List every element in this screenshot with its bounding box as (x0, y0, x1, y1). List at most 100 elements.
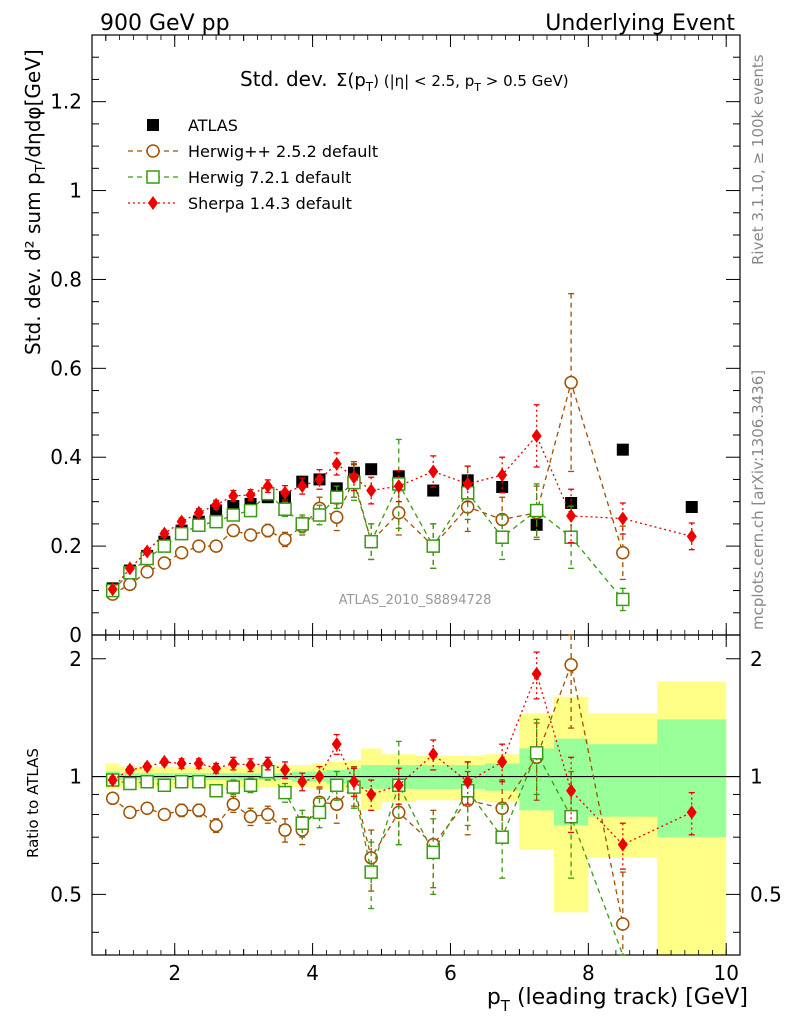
ratio-y-tick-label-right: 2 (750, 647, 763, 671)
sherpa-point (159, 754, 170, 769)
sherpa-point (686, 529, 697, 544)
herwigpp-point (564, 375, 578, 390)
sherpa-point (297, 774, 308, 789)
herwigpp-point (329, 510, 344, 524)
sherpa-point (211, 761, 222, 776)
rivet-version-label: Rivet 3.1.10, ≥ 100k events (749, 54, 767, 265)
herwig7-point (426, 845, 440, 860)
herwig7-point (295, 517, 310, 531)
ratio-y-tick-label: 0.5 (50, 882, 82, 906)
y-tick-label: 0.2 (50, 534, 82, 558)
x-tick-label: 8 (582, 961, 595, 985)
herwig7-point (157, 778, 172, 793)
herwig7-point (364, 534, 378, 549)
mcplots-label: mcplots.cern.ch [arXiv:1306.3436] (749, 370, 767, 630)
sherpa-point (262, 756, 273, 771)
header-right: Underlying Event (545, 11, 735, 36)
main-y-axis-label: Std. dev. d² sum pT/dηdφ[GeV] (21, 49, 49, 355)
herwig7-point (157, 539, 172, 553)
herwig7-point (312, 805, 327, 820)
atlas-point (227, 500, 240, 513)
sherpa-point (348, 774, 359, 789)
sherpa-point (617, 511, 628, 526)
x-tick-label: 10 (713, 961, 738, 985)
atlas-point (685, 501, 698, 513)
herwigpp-point (192, 539, 206, 553)
herwigpp-point (157, 556, 172, 570)
herwigpp-point (329, 797, 344, 811)
sherpa-point (107, 772, 118, 787)
y-tick-label: 1 (69, 179, 82, 203)
legend: ATLAS Herwig++ 2.5.2 default Herwig 7.2.1 … (128, 116, 378, 213)
sherpa-point (428, 464, 439, 479)
herwigpp-point (243, 528, 258, 542)
x-tick-label: 4 (306, 961, 319, 985)
sherpa-point (331, 737, 342, 752)
sherpa-point (211, 497, 222, 512)
herwig7-point (329, 778, 344, 793)
herwigpp-point (261, 523, 275, 538)
ratio-series-herwig-7-2-1-default (105, 718, 626, 956)
herwigpp-point (226, 523, 241, 538)
band-green (588, 744, 658, 817)
herwigpp-point (174, 803, 189, 818)
herwigpp-point (261, 807, 275, 822)
herwig7-point (174, 526, 189, 541)
herwigpp-point (226, 797, 241, 811)
y-tick-label: 1.2 (50, 90, 82, 114)
herwig7-point (278, 785, 292, 800)
main-series-herwig-2-5-2-default (105, 293, 630, 601)
herwigpp-point (278, 532, 292, 547)
sherpa-point (142, 544, 153, 559)
herwig7-point (312, 508, 327, 522)
y-tick-label: 0.6 (50, 356, 82, 380)
plot-title: Std. dev. Σ(pT) (|η| < 2.5, pT > 0.5 GeV… (240, 67, 569, 94)
ratio-y-tick-label: 1 (69, 765, 82, 789)
herwig7-point (495, 530, 509, 544)
herwig7-point (226, 508, 241, 522)
sherpa-point (280, 485, 291, 500)
sherpa-point (331, 456, 342, 471)
legend-label: Sherpa 1.4.3 default (188, 194, 352, 213)
series-layer (105, 293, 698, 956)
herwig7-point (209, 783, 223, 798)
x-axis-label: pT (leading track) [GeV] (487, 985, 748, 1015)
herwigpp-point (140, 801, 154, 815)
herwig7-point (209, 514, 223, 529)
ratio-y-tick-label: 2 (69, 647, 82, 671)
y-tick-label: 0.8 (50, 267, 82, 291)
sherpa-point (462, 476, 473, 491)
herwig7-point (529, 746, 544, 760)
sherpa-point (686, 805, 697, 820)
herwigpp-point (209, 818, 223, 833)
main-series-sherpa-1-4-3-default (107, 404, 697, 597)
sherpa-point (366, 787, 377, 802)
herwigpp-point (192, 803, 206, 818)
series-line (112, 662, 624, 925)
atlas-point (616, 443, 629, 456)
herwigpp-point (123, 805, 137, 820)
ratio-uncertainty-bands (105, 681, 727, 955)
herwig7-point (564, 530, 578, 544)
herwig7-point (243, 778, 258, 793)
sherpa-point (462, 774, 473, 789)
sherpa-point (176, 514, 187, 529)
sherpa-point (531, 428, 542, 443)
herwig7-point (426, 539, 440, 553)
ratio-y-axis-label: Ratio to ATLAS (24, 748, 42, 858)
herwigpp-point (105, 791, 120, 806)
sherpa-point (617, 837, 628, 852)
herwigpp-point (209, 539, 223, 553)
sherpa-point (393, 479, 404, 494)
herwig7-point (140, 774, 154, 789)
sherpa-point (566, 783, 577, 798)
sherpa-point (159, 526, 170, 541)
header-left: 900 GeV pp (100, 11, 230, 36)
atlas-point (365, 463, 378, 476)
atlas-point (496, 481, 509, 493)
atlas-point (147, 119, 159, 131)
sherpa-point (428, 747, 439, 762)
y-tick-label: 0.4 (50, 445, 82, 469)
herwigpp-point (564, 658, 578, 672)
